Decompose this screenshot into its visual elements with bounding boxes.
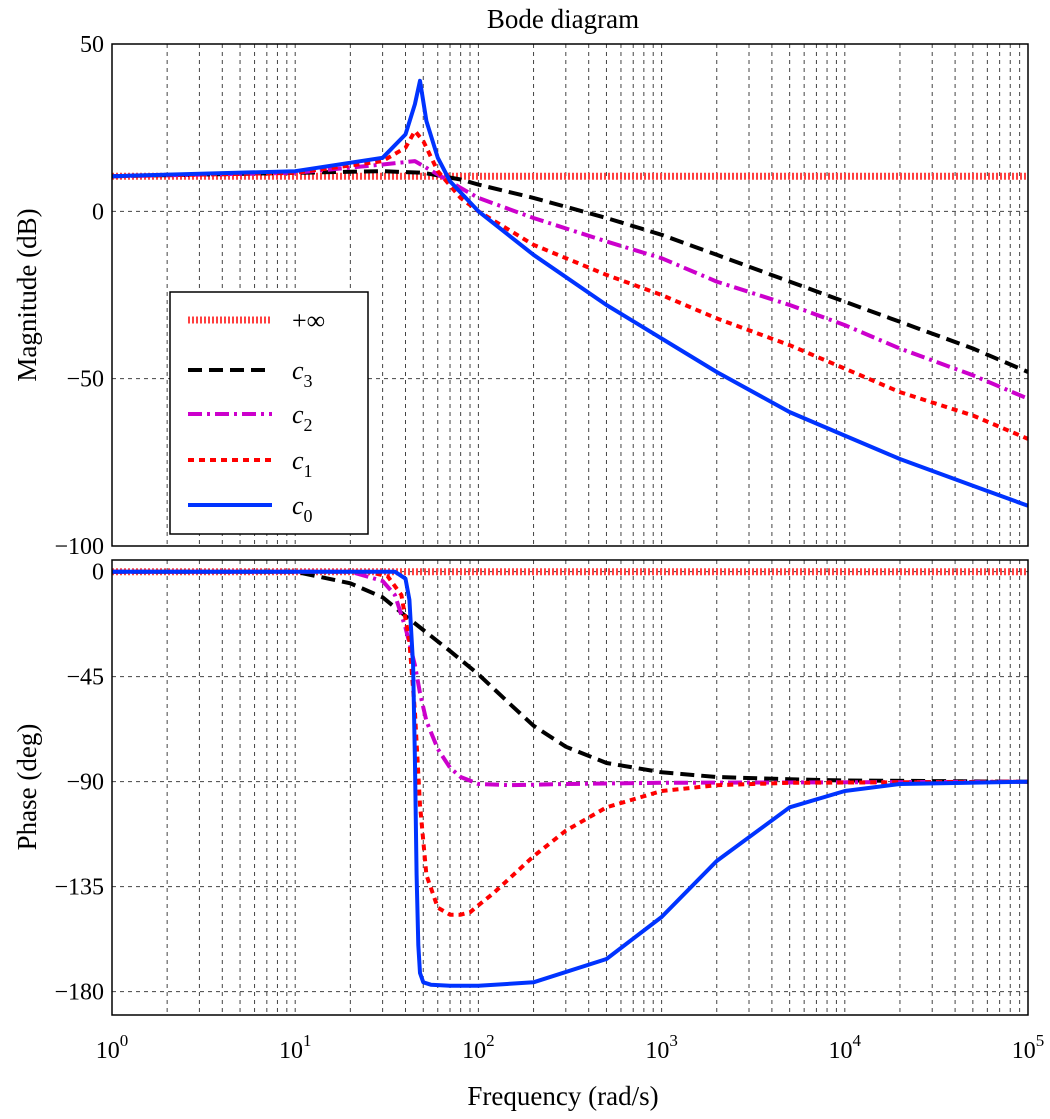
series-line-c2 <box>112 569 1029 788</box>
legend-label-inf: +∞ <box>292 306 325 335</box>
y-tick-label: −180 <box>54 980 104 1006</box>
series-line-c1 <box>112 569 1029 917</box>
y-tick-label: −135 <box>54 875 104 901</box>
phase-panel: 0 −45 −90 −135 −180 Phase (deg) <box>12 559 1029 1016</box>
series-line-c2 <box>111 159 1029 401</box>
magnitude-series <box>111 78 1029 508</box>
x-tick-label: 103 <box>645 1031 678 1064</box>
x-axis-label: Frequency (rad/s) <box>467 1081 658 1111</box>
phase-series <box>112 568 1029 988</box>
x-tick-label: 104 <box>829 1031 862 1064</box>
series-line-c1 <box>111 129 1029 441</box>
y-tick-label: −90 <box>66 770 104 796</box>
x-tick-label: 105 <box>1012 1031 1045 1064</box>
y-tick-label: −45 <box>66 665 104 691</box>
phase-gridlines <box>112 560 1028 1015</box>
x-tick-label: 102 <box>462 1031 495 1064</box>
x-tick-label: 101 <box>279 1031 312 1064</box>
series-line-c0 <box>112 569 1029 988</box>
y-tick-label: 0 <box>92 199 104 225</box>
phase-y-ticks: 0 −45 −90 −135 −180 <box>54 560 104 1006</box>
y-tick-label: −50 <box>66 367 104 393</box>
phase-ylabel: Phase (deg) <box>12 724 42 851</box>
series-line-c3 <box>112 569 1029 784</box>
magnitude-y-ticks: 50 0 −50 −100 <box>54 32 104 560</box>
magnitude-plot-frame <box>111 43 1029 547</box>
magnitude-gridlines <box>112 44 1028 546</box>
series-line-c3 <box>111 169 1029 374</box>
phase-plot-frame <box>111 559 1029 1016</box>
y-tick-label: 0 <box>92 560 104 586</box>
x-tick-label: 100 <box>96 1031 129 1064</box>
y-tick-label: −100 <box>54 534 104 560</box>
series-line-c0 <box>111 78 1029 508</box>
magnitude-ylabel: Magnitude (dB) <box>12 208 42 381</box>
x-tick-labels: 100 101 102 103 104 105 <box>96 1031 1045 1064</box>
chart-title: Bode diagram <box>487 4 639 34</box>
y-tick-label: 50 <box>80 32 104 58</box>
